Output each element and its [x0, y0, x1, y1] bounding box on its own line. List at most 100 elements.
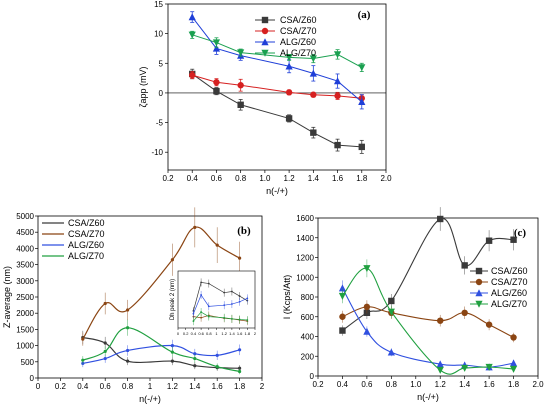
y-tick-label: 5 — [159, 59, 164, 68]
data-point — [339, 327, 346, 334]
x-tick-label: 1.8 — [508, 380, 520, 389]
data-point — [126, 348, 130, 353]
legend-label: CSA/Z60 — [491, 266, 528, 276]
legend-label: ALG/Z60 — [491, 288, 527, 298]
inset-point — [207, 315, 210, 318]
inset-point — [192, 312, 195, 315]
data-point — [461, 262, 468, 269]
y-axis-label: I (Kcps/Att) — [282, 275, 292, 320]
y-tick-label: 15 — [154, 0, 163, 9]
data-point — [310, 129, 317, 136]
y-tick-label: 1000 — [16, 342, 34, 351]
data-point — [103, 356, 107, 361]
x-tick-label: 0.2 — [162, 174, 174, 183]
inset-x-tick-label: 1.4 — [229, 331, 235, 336]
y-tick-label: 2000 — [16, 309, 34, 318]
data-point — [333, 77, 342, 85]
legend-marker — [261, 38, 269, 46]
y-tick-label: 1000 — [296, 273, 314, 282]
data-point — [193, 352, 197, 356]
y-tick-label: 0 — [310, 372, 315, 381]
data-point — [436, 366, 444, 374]
y-tick-label: 0 — [159, 89, 164, 98]
data-point — [215, 365, 219, 369]
data-point — [358, 98, 366, 106]
inset-point — [246, 297, 249, 300]
x-tick-label: 1.2 — [284, 174, 296, 183]
x-tick-label: 0.4 — [187, 174, 199, 183]
inset-point — [223, 316, 226, 319]
x-tick-label: 1.6 — [212, 382, 224, 391]
x-tick-label: 1.4 — [308, 174, 320, 183]
data-point — [103, 301, 107, 306]
legend-marker — [475, 278, 483, 286]
legend-label: ALG/Z70 — [68, 251, 104, 261]
data-point — [309, 55, 317, 63]
x-tick-label: 0.2 — [55, 382, 67, 391]
y-axis-label: Z-average (nm) — [2, 266, 12, 328]
inset-point — [246, 319, 249, 321]
series-CSA/Z70 — [81, 207, 242, 346]
x-axis-label: n(-/+) — [266, 186, 288, 196]
data-point — [309, 69, 317, 77]
data-point — [213, 79, 220, 86]
data-point — [237, 49, 245, 57]
y-tick-label: -10 — [151, 148, 163, 157]
data-point — [188, 13, 196, 21]
y-tick-label: 3500 — [16, 261, 34, 270]
inset-point — [231, 290, 233, 293]
data-point — [334, 92, 341, 100]
series-CSA/Z70 — [189, 71, 365, 103]
data-point — [363, 265, 371, 273]
inset-x-tick-label: 0.6 — [198, 331, 204, 336]
data-point — [170, 359, 174, 363]
series-ALG/Z70 — [188, 30, 366, 72]
data-point — [170, 258, 174, 262]
inset-point — [192, 320, 195, 323]
data-point — [170, 350, 174, 354]
data-point — [126, 326, 130, 330]
data-point — [189, 71, 196, 79]
data-point — [170, 344, 174, 348]
series-ALG/Z70 — [81, 319, 242, 375]
legend-marker — [261, 27, 269, 35]
y-tick-label: 500 — [21, 358, 35, 367]
inset-x-tick-label: 1.2 — [221, 331, 227, 336]
inset-x-tick-label: 0.4 — [191, 331, 197, 336]
data-point — [238, 348, 242, 352]
legend-label: CSA/Z60 — [68, 218, 105, 228]
data-point — [193, 364, 197, 368]
data-point — [238, 256, 242, 260]
data-point — [237, 82, 244, 89]
data-point — [509, 365, 518, 373]
data-point — [126, 359, 130, 363]
series-line — [341, 287, 514, 368]
y-tick-label: 1400 — [296, 234, 314, 243]
data-point — [437, 215, 444, 223]
y-tick-label: 2500 — [16, 293, 34, 302]
legend-label: CSA/Z70 — [280, 26, 317, 36]
data-point — [188, 31, 196, 39]
data-point — [510, 236, 517, 243]
y-tick-label: 200 — [301, 352, 315, 361]
y-axis-label: ζapp (mV) — [138, 67, 148, 108]
data-point — [193, 225, 197, 229]
panel-a: 0.2 0.4 0.6 0.8 1.0 1.2 1.4 1.6 1.8 2.0 -10 -5 0 5 10 1… — [138, 0, 392, 196]
y-tick-label: 400 — [301, 333, 315, 342]
data-point — [103, 341, 107, 345]
y-tick-label: -5 — [156, 119, 164, 128]
data-point — [81, 337, 85, 341]
x-tick-label: 1.2 — [167, 382, 179, 391]
x-tick-label: 1.8 — [356, 174, 368, 183]
x-tick-label: 0.8 — [122, 382, 134, 391]
x-tick-label: 0.8 — [235, 174, 247, 183]
x-tick-label: 0.4 — [77, 382, 89, 391]
inset-point — [200, 294, 203, 296]
inset-x-tick-label: 0 — [177, 331, 180, 336]
data-point — [193, 356, 197, 361]
inset-y-label: Dh peak 2 (nm) — [170, 279, 176, 320]
legend-label: ALG/Z60 — [68, 240, 104, 250]
x-tick-label: 1.2 — [435, 380, 447, 389]
data-point — [212, 39, 221, 47]
inset-point — [231, 303, 233, 305]
